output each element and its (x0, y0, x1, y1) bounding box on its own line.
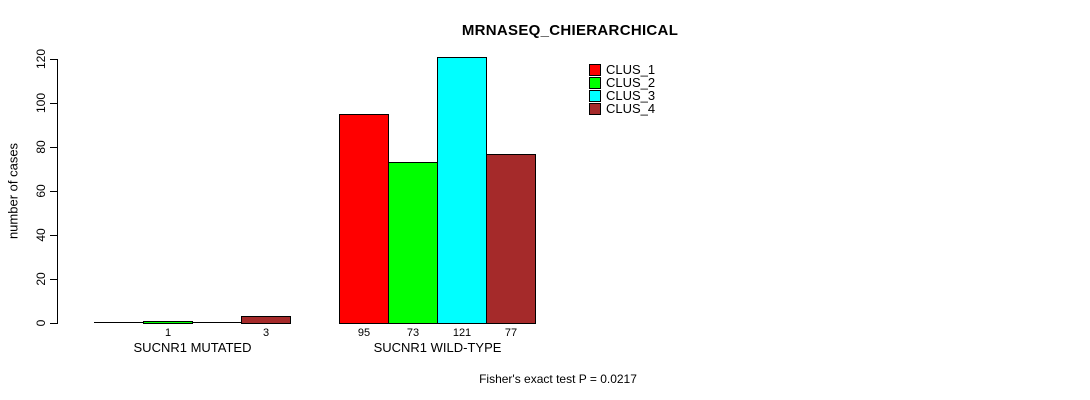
y-axis-label: number of cases (5, 142, 21, 240)
y-tick-mark (50, 279, 58, 280)
y-tick-label: 60 (34, 184, 48, 198)
legend-swatch-icon (589, 102, 601, 115)
bar-clus_1-wildtype (339, 114, 389, 324)
legend: CLUS_1 CLUS_2 CLUS_3 CLUS_4 (589, 62, 656, 116)
chart-title: MRNASEQ_CHIERARCHICAL (461, 22, 679, 39)
legend-label: CLUS_2 (606, 75, 656, 90)
y-tick-mark (50, 191, 58, 192)
legend-swatch-icon (589, 76, 601, 89)
bar-value-label: 121 (452, 327, 472, 339)
bar-value-label: 3 (262, 327, 270, 339)
bar-value-label: 95 (357, 327, 371, 339)
bar-clus_2-wildtype (388, 162, 438, 324)
legend-item: CLUS_2 (589, 75, 656, 90)
bar-value-label: 73 (406, 327, 420, 339)
group-label: SUCNR1 WILD-TYPE (373, 340, 502, 355)
bar-value-label: 77 (504, 327, 518, 339)
legend-swatch-icon (589, 63, 601, 76)
legend-item: CLUS_1 (589, 62, 656, 77)
y-tick-label: 0 (34, 319, 48, 327)
y-tick-mark (50, 59, 58, 60)
bar-clus_2-mutated (143, 321, 193, 324)
legend-swatch-icon (589, 89, 601, 102)
legend-label: CLUS_3 (606, 88, 656, 103)
y-tick-label: 80 (34, 140, 48, 154)
bar-value-label: 1 (164, 327, 172, 339)
bar-clus_4-mutated (241, 316, 291, 324)
y-tick-mark (50, 103, 58, 104)
legend-item: CLUS_3 (589, 88, 656, 103)
y-tick-mark (50, 147, 58, 148)
bar-clus_3-wildtype (437, 57, 487, 324)
legend-label: CLUS_1 (606, 62, 656, 77)
bar-clus_4-wildtype (486, 154, 536, 324)
y-tick-label: 20 (34, 272, 48, 286)
y-tick-label: 100 (34, 92, 48, 114)
y-tick-mark (50, 323, 58, 324)
y-tick-mark (50, 235, 58, 236)
legend-item: CLUS_4 (589, 101, 656, 116)
y-tick-label: 40 (34, 228, 48, 242)
group-label: SUCNR1 MUTATED (133, 340, 252, 355)
legend-label: CLUS_4 (606, 101, 656, 116)
y-tick-label: 120 (34, 48, 48, 70)
annotation-text: Fisher's exact test P = 0.0217 (479, 372, 637, 386)
